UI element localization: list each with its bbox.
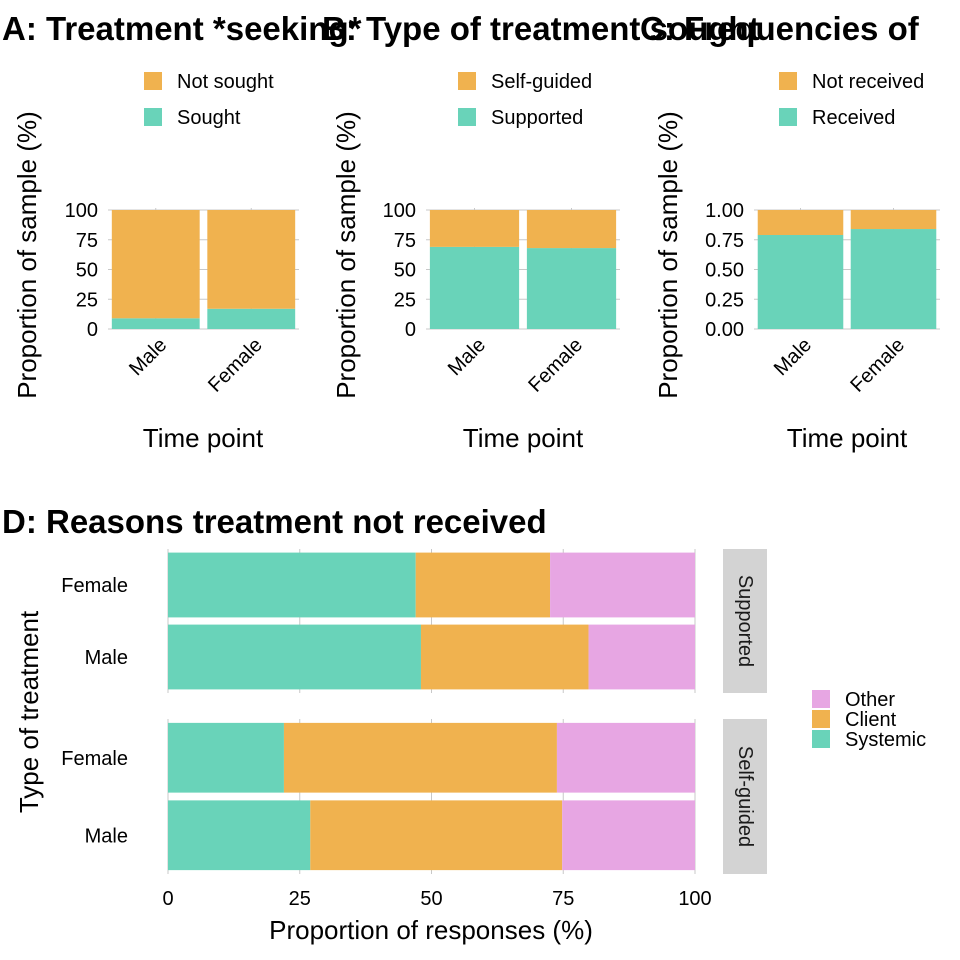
facet-strip (723, 549, 767, 693)
bar-not-received-male (757, 210, 844, 235)
y-axis-title: Type of treatment (14, 610, 44, 813)
bar-other-self-guided-male (562, 800, 695, 871)
bar-sought-female (207, 308, 296, 329)
x-axis-title: Proportion of responses (%) (269, 915, 593, 945)
y-tick-label: 75 (76, 230, 98, 252)
bar-other-supported-male (588, 624, 695, 690)
bar-supported-female (526, 248, 617, 329)
bar-client-supported-female (415, 552, 551, 618)
y-tick-label: 50 (394, 260, 416, 282)
legend-key (812, 730, 830, 748)
y-axis-title: Proportion of sample (%) (12, 111, 42, 399)
bar-systemic-self-guided-male (168, 800, 311, 871)
panel-title-a: A: Treatment *seeking* (2, 10, 362, 47)
legend-label: Systemic (845, 729, 926, 751)
y-tick-label: 0.75 (705, 230, 744, 252)
y-tick-label: 0 (87, 319, 98, 341)
y-tick-label: 25 (76, 289, 98, 311)
legend-label: Supported (491, 107, 583, 129)
y-tick-label: 0 (405, 319, 416, 341)
bar-not-sought-male (111, 210, 200, 319)
bar-other-self-guided-female (556, 722, 695, 793)
panel-d: Female Male Supported Female Male Self-guided… (14, 549, 926, 945)
facet-strip (723, 719, 767, 874)
legend-label: Not received (812, 71, 924, 93)
legend-key (812, 690, 830, 708)
x-tick-label: 100 (678, 888, 711, 910)
y-tick-label: 100 (65, 200, 98, 222)
bar-self-guided-male (429, 210, 520, 247)
bar-systemic-supported-female (168, 552, 416, 618)
legend-label: Self-guided (491, 71, 592, 93)
legend-label: Client (845, 709, 897, 731)
facet-strip-label: Supported (734, 575, 756, 667)
panel-title-d: D: Reasons treatment not received (2, 503, 547, 540)
bar-systemic-supported-male (168, 624, 421, 690)
y-tick-label: Female (61, 575, 128, 597)
bar-supported-male (429, 246, 520, 329)
bar-client-self-guided-male (310, 800, 563, 871)
y-tick-label: Male (85, 825, 128, 847)
legend-key (779, 72, 797, 90)
legend-key (812, 710, 830, 728)
y-tick-label: 75 (394, 230, 416, 252)
bar-client-self-guided-female (283, 722, 557, 793)
legend-key (458, 72, 476, 90)
y-axis-title: Proportion of sample (%) (653, 111, 683, 399)
y-tick-label: 50 (76, 260, 98, 282)
y-tick-label: 0.25 (705, 289, 744, 311)
bar-not-received-female (850, 210, 937, 230)
panel-title-b: B: Type of treatment sought (322, 10, 760, 47)
legend-label: Not sought (177, 71, 274, 93)
bar-client-supported-male (420, 624, 589, 690)
legend-key (458, 108, 476, 126)
x-tick-label: 0 (162, 888, 173, 910)
legend-key (779, 108, 797, 126)
bar-received-female (850, 229, 937, 329)
x-axis-title: Time point (463, 423, 584, 453)
y-tick-label: Male (85, 647, 128, 669)
legend-label: Received (812, 107, 895, 129)
bar-sought-male (111, 318, 200, 329)
legend-label: Other (845, 689, 895, 711)
y-tick-label: 25 (394, 289, 416, 311)
y-tick-label: 0.00 (705, 319, 744, 341)
x-axis-title: Time point (143, 423, 264, 453)
y-tick-label: 100 (383, 200, 416, 222)
y-tick-label: Female (61, 748, 128, 770)
x-tick-label: 25 (289, 888, 311, 910)
y-tick-label: 0.50 (705, 260, 744, 282)
y-axis-title: Proportion of sample (%) (331, 111, 361, 399)
bar-not-sought-female (207, 210, 296, 309)
legend-key (144, 108, 162, 126)
y-tick-label: 1.00 (705, 200, 744, 222)
legend-label: Sought (177, 107, 241, 129)
bar-other-supported-female (550, 552, 695, 618)
panel-title-c: C: Frequencies of (640, 10, 920, 47)
titles-layer: A: Treatment *seeking*B: Type of treatme… (2, 10, 920, 540)
x-tick-label: 50 (420, 888, 442, 910)
bar-systemic-self-guided-female (168, 722, 284, 793)
legend-key (144, 72, 162, 90)
x-axis-title: Time point (787, 423, 908, 453)
x-tick-label: 75 (552, 888, 574, 910)
facet-strip-label: Self-guided (734, 746, 756, 847)
bar-self-guided-female (526, 210, 617, 249)
bar-received-male (757, 234, 844, 329)
